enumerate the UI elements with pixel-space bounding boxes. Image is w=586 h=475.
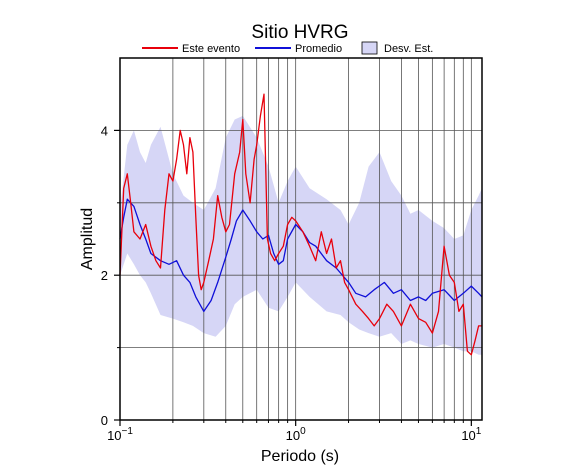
x-tick-base: 10 (286, 428, 300, 443)
legend-label-2: Desv. Est. (384, 43, 433, 55)
series-line-1 (119, 198, 483, 313)
x-tick-base: 10 (461, 428, 475, 443)
x-axis-label: Periodo (s) (261, 448, 339, 465)
legend-label-1: Promedio (295, 43, 342, 55)
x-tick-exponent: −1 (122, 426, 134, 437)
series-layer (119, 93, 483, 356)
std-band (120, 115, 482, 355)
y-tick-label: 0 (101, 413, 108, 428)
y-tick-label: 4 (101, 123, 108, 138)
series-line-0 (119, 93, 482, 356)
chart-title: Sitio HVRG (251, 22, 348, 43)
x-tick-exponent: 1 (476, 426, 482, 437)
grid-layer (120, 58, 482, 420)
x-tick-label: 100 (286, 426, 306, 443)
std-band-layer (120, 115, 482, 355)
legend-label-0: Este evento (182, 43, 240, 55)
y-axis-label: Amplitud (79, 208, 96, 270)
y-tick-label: 2 (101, 268, 108, 283)
plot-frame (119, 57, 483, 421)
x-tick-base: 10 (107, 428, 121, 443)
legend: Este evento Promedio Desv. Est. (142, 41, 433, 55)
x-tick-label: 10−1 (107, 426, 133, 443)
x-tick-label: 101 (461, 426, 481, 443)
x-tick-exponent: 0 (300, 426, 306, 437)
legend-swatch-2 (361, 41, 378, 55)
